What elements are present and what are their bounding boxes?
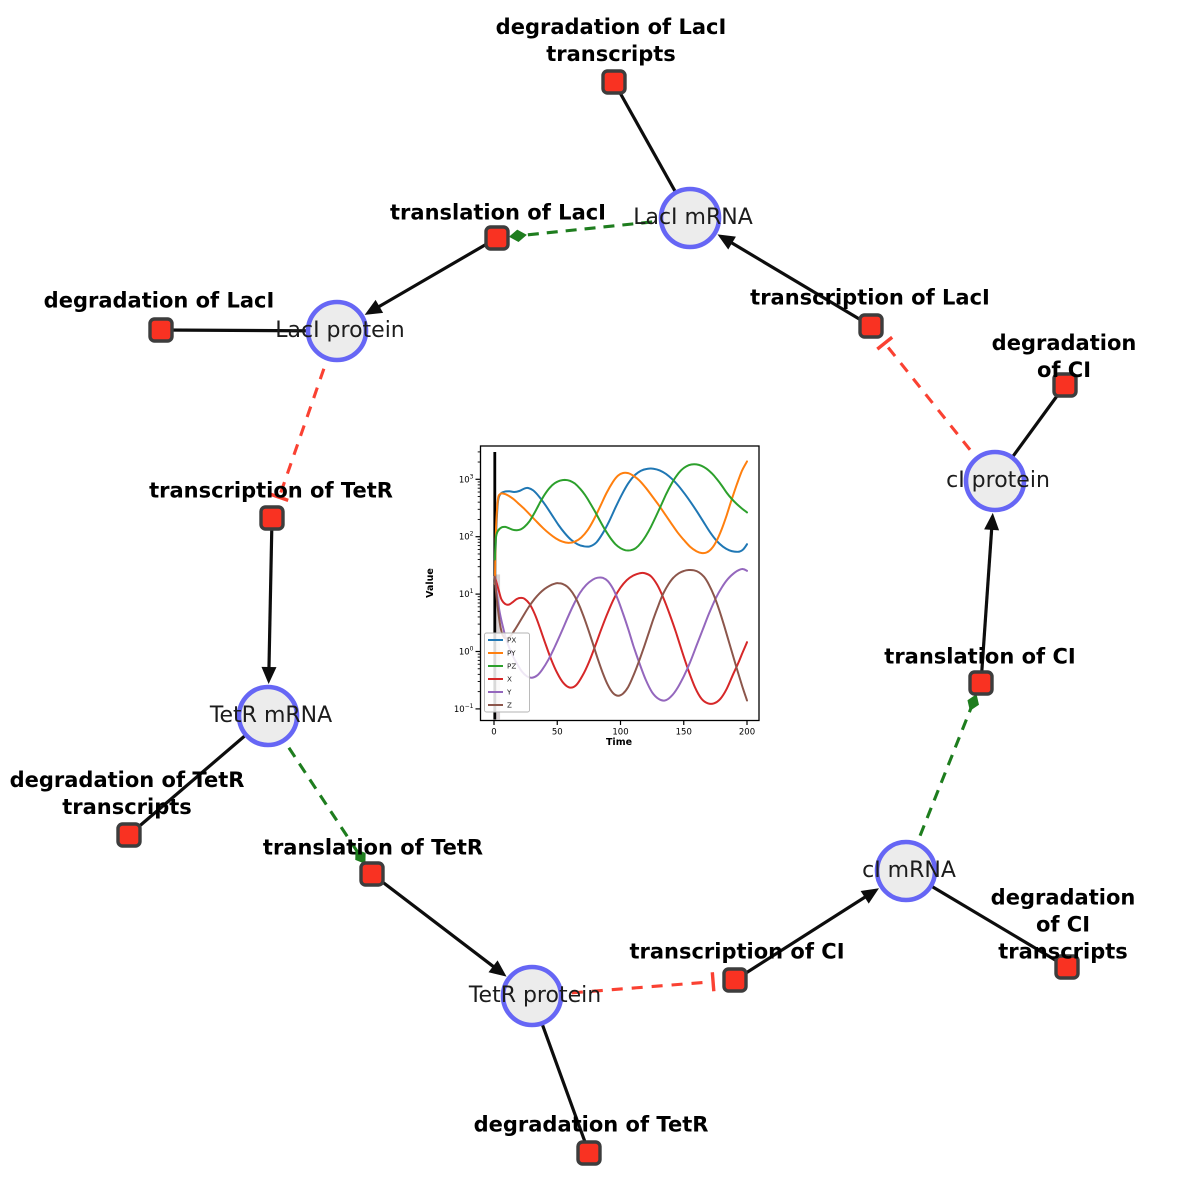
reaction-node-transcription-ci[interactable]	[722, 967, 748, 993]
reaction-node-deg-tetr-transcripts[interactable]	[116, 822, 142, 848]
series-PZ-line	[493, 463, 748, 561]
y-axis-tick-label: 103	[459, 473, 474, 485]
edge-transcription-ci-to-ci-mrna	[734, 893, 870, 982]
species-node-ci-protein[interactable]	[963, 449, 1027, 513]
x-axis-tick-label: 150	[676, 728, 692, 738]
edge-laci-mrna-to-translation-laci-diamond-arrowhead-icon	[508, 229, 527, 243]
edge-transcription-laci-to-laci-mrna-arrowhead-icon	[717, 234, 736, 250]
edge-translation-laci-to-laci-protein	[374, 236, 498, 311]
x-axis-tick-label: 50	[552, 728, 563, 738]
y-axis-tick-label: 100	[459, 646, 474, 658]
legend-label-X: X	[507, 675, 512, 684]
legend-label-PZ: PZ	[507, 662, 516, 671]
y-axis-tick-label: 10−1	[454, 703, 474, 715]
series-X-line	[493, 571, 748, 705]
reaction-node-deg-laci-transcripts[interactable]	[601, 69, 627, 95]
edge-ci-mrna-to-translation-ci-diamond-arrowhead-icon	[967, 694, 979, 711]
species-node-tetr-protein[interactable]	[500, 964, 564, 1028]
reaction-node-translation-tetr[interactable]	[359, 861, 385, 887]
species-node-laci-protein[interactable]	[305, 299, 369, 363]
series-PY-line	[493, 460, 748, 585]
edge-transcription-laci-to-laci-mrna	[726, 239, 872, 328]
edge-translation-tetr-to-tetr-protein-arrowhead-icon	[488, 960, 507, 977]
legend-label-PY: PY	[507, 649, 516, 658]
y-axis-tick-label: 101	[459, 588, 474, 600]
reaction-node-deg-ci[interactable]	[1052, 372, 1078, 398]
edge-transcription-tetr-to-tetr-mrna	[267, 517, 274, 673]
reaction-node-translation-ci[interactable]	[968, 670, 994, 696]
species-node-tetr-mrna[interactable]	[236, 684, 300, 748]
reaction-node-translation-laci[interactable]	[484, 225, 510, 251]
edge-translation-ci-to-ci-protein-arrowhead-icon	[984, 512, 1000, 531]
edge-ci-protein-to-transcription-laci-tee-bar-icon	[876, 335, 894, 351]
edge-translation-laci-to-laci-protein-arrowhead-icon	[364, 299, 384, 315]
legend-label-Y: Y	[506, 688, 512, 697]
x-axis-tick-label: 200	[739, 728, 755, 738]
edge-translation-ci-to-ci-protein	[979, 524, 994, 684]
x-axis-tick-label: 100	[612, 728, 628, 738]
reaction-node-deg-tetr[interactable]	[576, 1140, 602, 1166]
y-axis-tick-label: 102	[459, 531, 474, 543]
edge-transcription-ci-to-ci-mrna-arrowhead-icon	[860, 888, 880, 904]
reaction-node-deg-laci[interactable]	[148, 317, 174, 343]
x-axis-label: Time	[606, 737, 632, 748]
axes-spines	[479, 445, 760, 722]
edge-tetr-protein-to-transcription-ci-tee-bar-icon	[710, 972, 716, 992]
edge-laci-protein-to-transcription-tetr-tee-bar-icon	[269, 492, 289, 502]
series-PX-line	[493, 467, 748, 585]
y-axis-label: Value	[425, 568, 436, 598]
legend-label-PX: PX	[507, 636, 516, 645]
species-node-ci-mrna[interactable]	[874, 839, 938, 903]
legend-label-Z: Z	[507, 701, 512, 710]
edge-translation-tetr-to-tetr-protein	[371, 872, 498, 971]
reaction-node-transcription-laci[interactable]	[858, 313, 884, 339]
edge-tetr-mrna-to-translation-tetr-diamond-arrowhead-icon	[355, 848, 366, 864]
series-Z-line	[493, 568, 748, 702]
species-node-laci-mrna[interactable]	[658, 186, 722, 250]
reaction-node-deg-ci-transcripts[interactable]	[1054, 954, 1080, 980]
x-axis-tick-label: 0	[491, 728, 496, 738]
reaction-node-transcription-tetr[interactable]	[259, 505, 285, 531]
edge-transcription-tetr-to-tetr-mrna-arrowhead-icon	[261, 666, 277, 685]
